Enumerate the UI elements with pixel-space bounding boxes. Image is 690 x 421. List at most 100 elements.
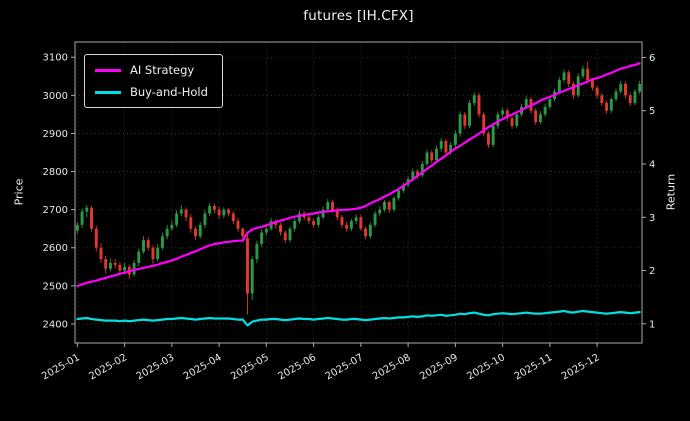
return-tick-label: 4 [649, 159, 655, 170]
price-tick-label: 3100 [43, 53, 68, 64]
candle-body [241, 228, 245, 237]
candle-body [160, 236, 164, 248]
candle-body [628, 95, 632, 103]
candle-body [638, 83, 642, 92]
candle-body [222, 209, 226, 216]
price-tick-label: 2800 [43, 167, 68, 178]
candle-body [245, 238, 249, 294]
y-axis-label-return: Return [664, 173, 678, 211]
candle-body [236, 221, 240, 229]
candle-body [99, 247, 103, 260]
candle-body [486, 133, 490, 145]
candle-body [543, 106, 547, 115]
candle-body [255, 243, 259, 260]
candle-body [108, 262, 112, 269]
candle-body [538, 114, 542, 123]
return-tick-label: 5 [649, 106, 655, 117]
candle-body [113, 262, 117, 265]
candle-body [307, 217, 311, 222]
candle-body [501, 110, 505, 115]
candle-body [378, 209, 382, 214]
x-tick-label: 2025-09 [418, 352, 460, 382]
return-tick-label: 6 [649, 53, 655, 64]
legend-swatch [95, 90, 121, 94]
x-tick-label: 2025-11 [513, 352, 555, 382]
candle-body [165, 228, 169, 237]
candle-body [80, 211, 84, 225]
legend-label: Buy-and-Hold [130, 85, 208, 99]
candle-body [482, 114, 486, 134]
candle-body [90, 207, 94, 229]
candle-body [326, 202, 330, 210]
candle-body [434, 148, 438, 161]
legend-label: AI Strategy [130, 63, 195, 77]
candle-body [619, 83, 623, 92]
candle-body [104, 259, 108, 269]
candle-body [623, 83, 627, 96]
candle-body [430, 152, 434, 161]
price-tick-label: 2400 [43, 319, 68, 330]
price-tick-label: 2600 [43, 243, 68, 254]
x-tick-label: 2025-06 [276, 352, 318, 382]
candle-body [359, 217, 363, 229]
candle-body [444, 141, 448, 153]
x-tick-label: 2025-12 [560, 352, 602, 382]
candle-body [118, 264, 122, 271]
x-tick-label: 2025-10 [465, 352, 507, 382]
candle-body [595, 87, 599, 96]
candle-body [614, 91, 618, 100]
series-line-1 [76, 309, 641, 327]
x-tick-label: 2025-07 [324, 352, 366, 382]
candle-body [609, 99, 613, 111]
return-tick-label: 1 [649, 319, 655, 330]
candle-body [208, 205, 212, 214]
x-tick-label: 2025-02 [87, 352, 129, 382]
legend-item-buy-and-hold: Buy-and-Hold [95, 85, 208, 99]
candle-body [600, 95, 604, 103]
candle-body [425, 152, 429, 164]
candle-body [572, 83, 575, 96]
candle-body [175, 213, 179, 225]
candle-body [590, 80, 594, 88]
candle-body [401, 184, 405, 191]
candle-body [515, 114, 519, 126]
candle-body [194, 228, 197, 237]
candle-body [151, 247, 155, 260]
candle-body [94, 228, 98, 248]
candle-body [345, 224, 349, 229]
candle-body [75, 224, 79, 231]
candle-body [279, 224, 283, 233]
candle-body [132, 262, 136, 275]
chart-title: futures [IH.CFX] [303, 8, 414, 24]
candle-body [524, 99, 528, 107]
candle-body [562, 72, 566, 81]
candle-body [548, 99, 552, 107]
candle-body [472, 95, 476, 103]
candle-body [212, 205, 216, 210]
candle-body [283, 232, 287, 241]
x-tick-label: 2025-04 [182, 352, 224, 382]
candle-body [373, 213, 377, 225]
candle-body [491, 125, 495, 145]
price-tick-label: 2500 [43, 281, 68, 292]
candle-body [198, 224, 202, 237]
candle-body [231, 213, 235, 222]
candle-body [156, 247, 160, 260]
candle-body [397, 190, 401, 199]
candle-body [633, 91, 637, 103]
candle-body [581, 68, 585, 77]
candle-body [217, 209, 221, 216]
candle-body [387, 202, 391, 210]
candle-body [439, 141, 443, 149]
return-tick-label: 3 [649, 213, 655, 224]
candle-body [534, 110, 538, 123]
candle-body [453, 133, 457, 145]
candle-body [557, 80, 561, 92]
candle-body [227, 209, 231, 214]
candle-body [354, 217, 358, 222]
candle-body [269, 221, 273, 229]
candle-body [316, 217, 320, 225]
candle-body [368, 224, 372, 237]
candle-body [340, 217, 344, 225]
